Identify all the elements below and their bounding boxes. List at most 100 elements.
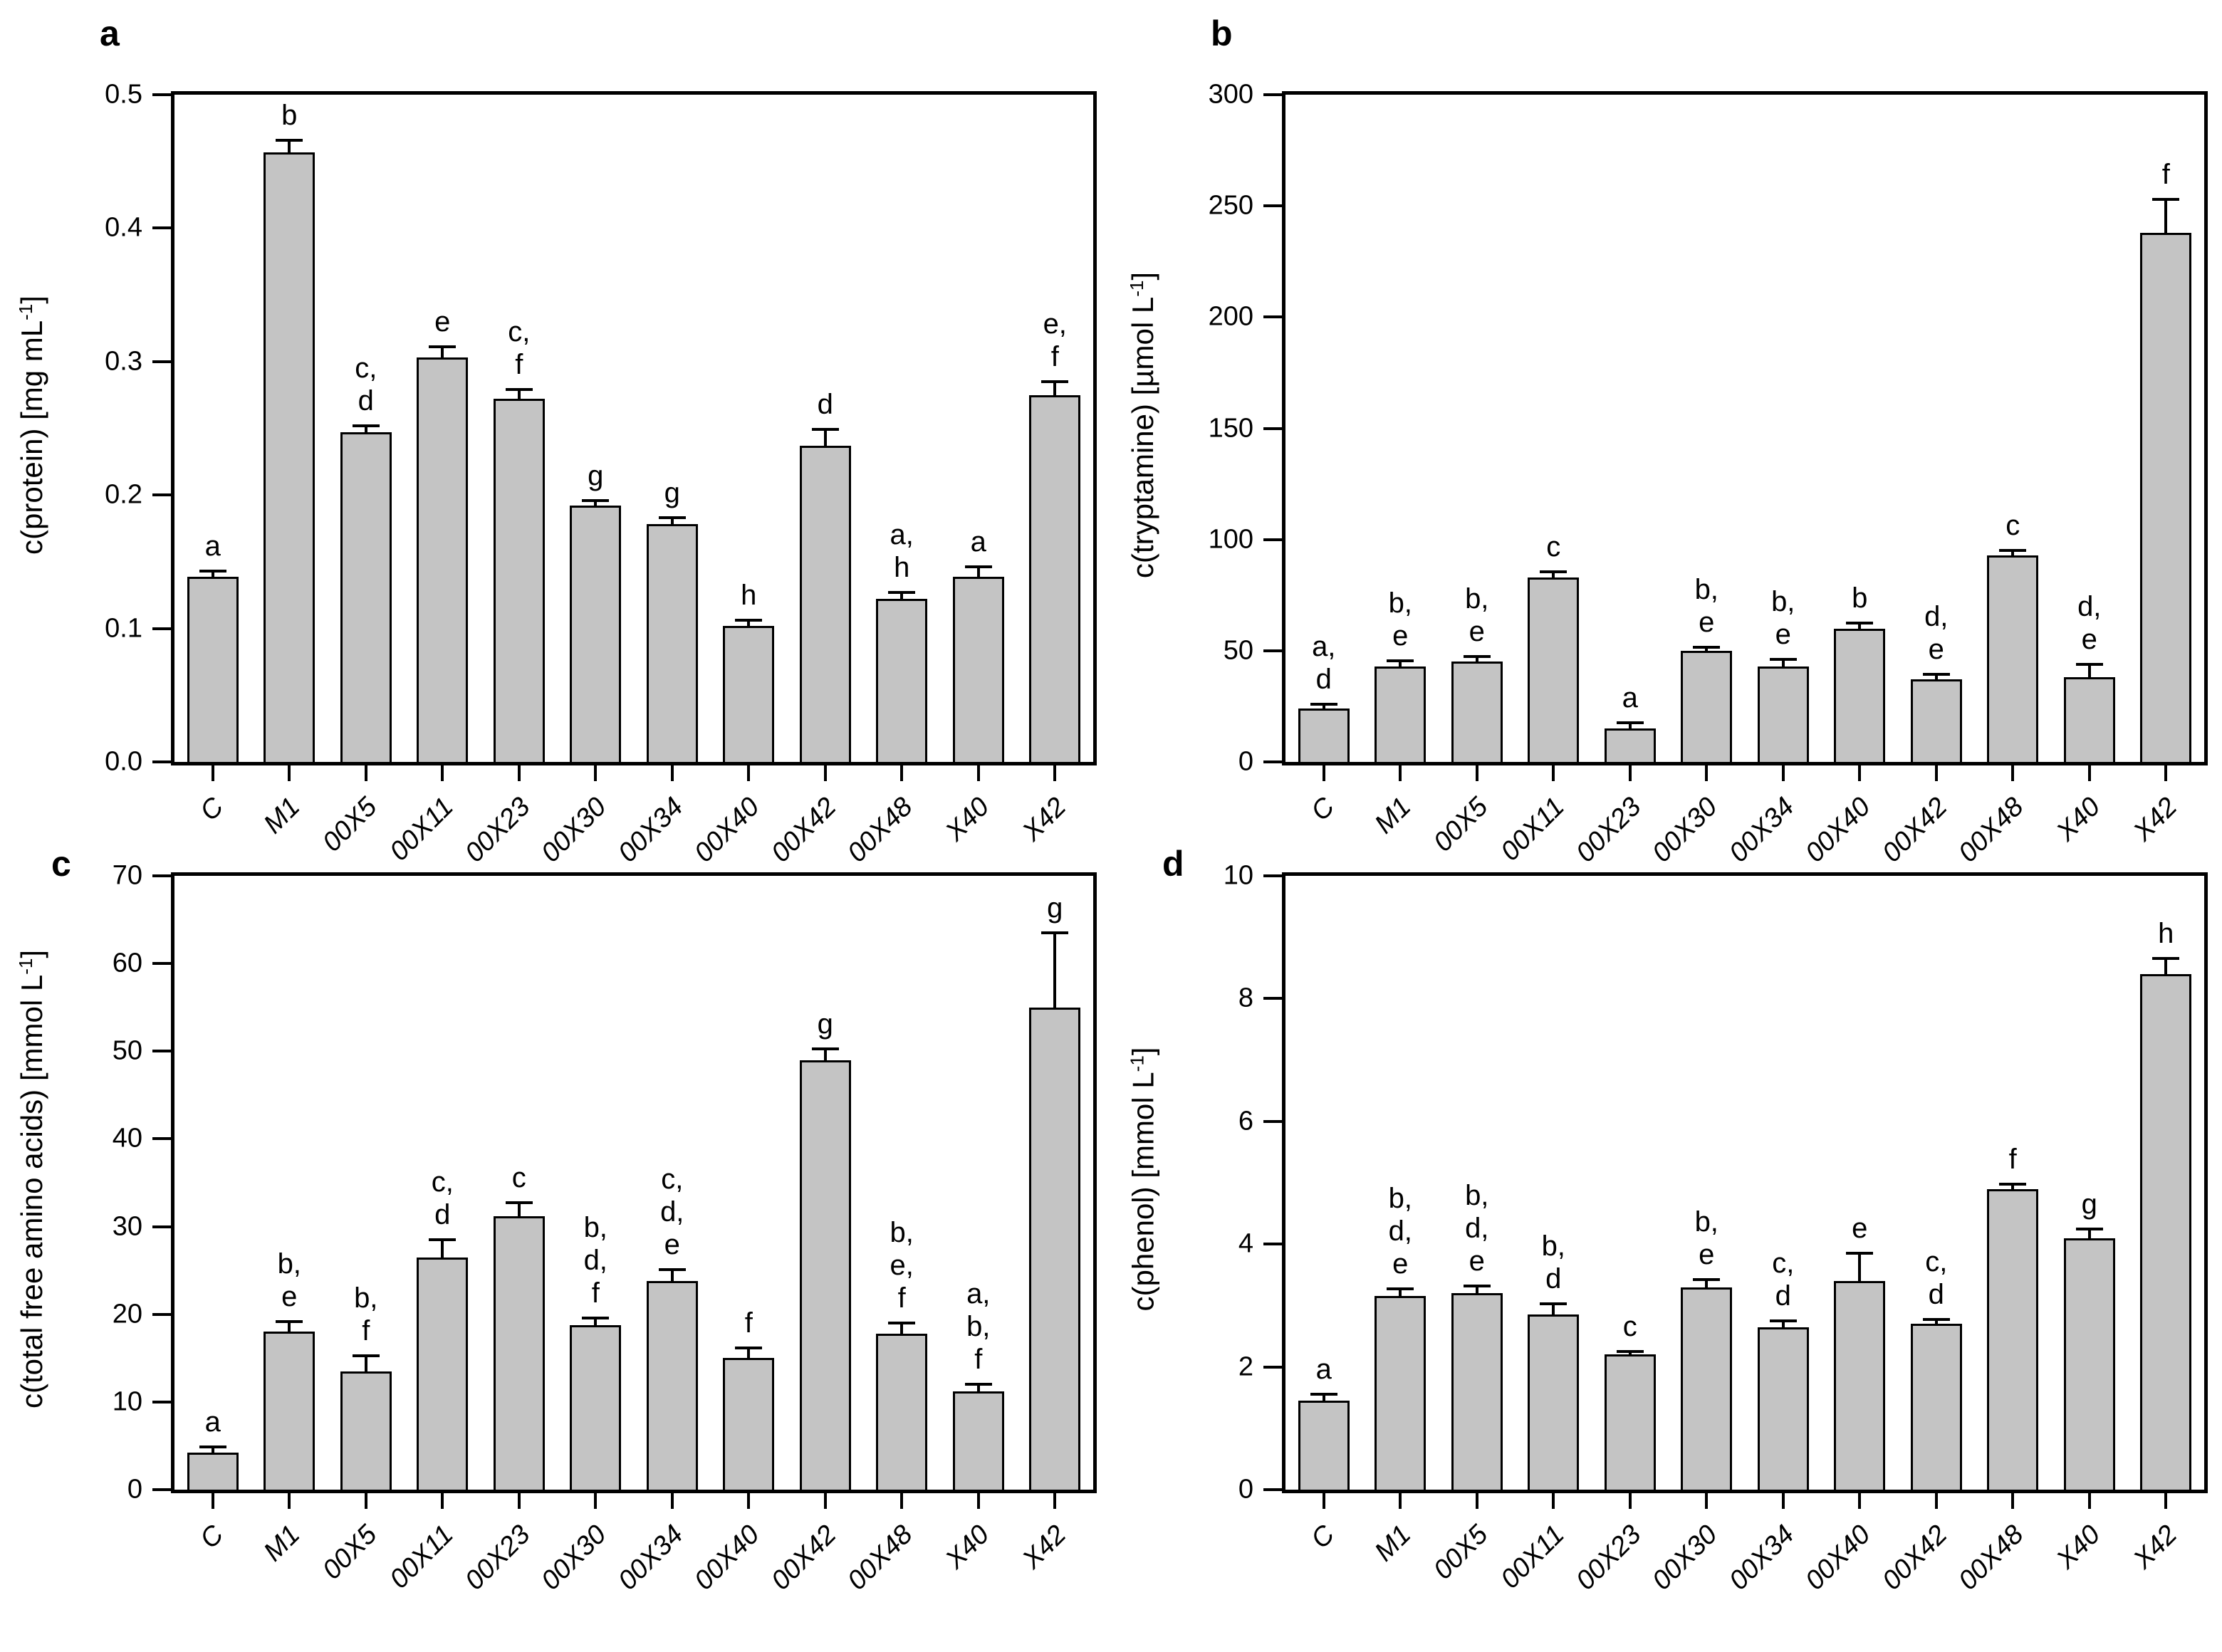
x-tick-label: 00X42 [766, 1520, 843, 1596]
sig-label: a [156, 530, 270, 563]
bar [952, 576, 1004, 762]
y-tick-label: 2 [1238, 1352, 1253, 1382]
bar [1604, 1354, 1656, 1490]
x-tick [2011, 765, 2015, 781]
sig-label-line: f [974, 1344, 983, 1376]
sig-label-line: b, [1388, 1183, 1412, 1215]
error-bar-cap [352, 1354, 380, 1357]
sig-label: b, e [1726, 585, 1840, 651]
error-bar-cap [964, 565, 992, 569]
bar [1298, 709, 1350, 762]
error-bar-cap [1463, 1284, 1491, 1287]
error-bar-cap [964, 1383, 992, 1386]
sig-label-line: c, [1925, 1246, 1948, 1278]
sig-label-line: e [1852, 1213, 1868, 1245]
error-bar [2087, 1228, 2091, 1238]
error-bar [2087, 664, 2091, 678]
y-tick-label: 0 [127, 1474, 142, 1505]
error-bar [1552, 1303, 1555, 1315]
error-bar-cap [2152, 197, 2180, 201]
error-bar-cap [2075, 662, 2103, 666]
y-tick-label: 0.1 [105, 613, 142, 644]
x-tick [2087, 1493, 2091, 1509]
error-bar-cap [582, 1316, 610, 1319]
bar [646, 524, 698, 762]
error-bar-cap [505, 1201, 533, 1205]
error-bar-cap [276, 1319, 303, 1323]
error-bar-cap [505, 388, 533, 392]
y-tick-label: 60 [112, 948, 142, 978]
sig-label-line: e [664, 1228, 680, 1260]
sig-label: b, d, e [1343, 1182, 1457, 1280]
error-bar-cap [1616, 1350, 1644, 1354]
x-tick-label: 00X23 [459, 1520, 536, 1596]
sig-label: b, d, e [1420, 1179, 1534, 1277]
x-tick-label: 00X11 [1495, 1520, 1570, 1595]
x-tick-label: 00X23 [1570, 1520, 1647, 1596]
error-bar [288, 1321, 291, 1332]
sig-label: g [998, 892, 1112, 924]
y-tick [152, 760, 171, 763]
sig-label-line: d, [583, 1244, 607, 1276]
sig-label-line: e [1775, 619, 1791, 651]
y-tick-label: 300 [1208, 79, 1253, 110]
x-tick-label: 00X34 [612, 1520, 689, 1596]
sig-label-line: c [1622, 1311, 1637, 1343]
x-tick-label: 00X48 [842, 1520, 919, 1596]
sig-label-line: c [511, 1162, 526, 1194]
sig-label-line: b, [890, 1217, 914, 1249]
sig-label-line: g [588, 459, 604, 491]
panel-letter-c: c [51, 844, 71, 884]
x-tick [1475, 765, 1478, 781]
error-bar [2164, 958, 2168, 974]
bar [187, 576, 239, 762]
bar [1604, 728, 1656, 762]
x-tick [670, 1493, 674, 1509]
sig-label: f [2109, 158, 2222, 191]
sig-label-line: g [664, 477, 680, 509]
sig-label-line: a [1315, 1354, 1332, 1386]
x-tick-label: M1 [1369, 1520, 1417, 1568]
sig-label: e [1803, 1212, 1916, 1245]
sig-label-line: a [204, 530, 221, 563]
sig-label-line: d, [660, 1196, 684, 1228]
sig-label-line: c, [431, 1166, 454, 1198]
sig-label: b [232, 99, 346, 132]
error-bar [364, 425, 367, 433]
bar [1757, 666, 1809, 762]
error-bar [1475, 656, 1478, 662]
bar [1910, 679, 1962, 762]
error-bar [1705, 647, 1709, 651]
y-tick-label: 8 [1238, 983, 1253, 1013]
sig-label: a [1267, 1353, 1381, 1386]
y-tick-label: 200 [1208, 301, 1253, 332]
x-tick-label: 00X11 [384, 1520, 459, 1595]
error-bar-cap [1693, 646, 1721, 649]
sig-label-line: h [741, 580, 757, 612]
sig-label-line: g [1047, 892, 1063, 924]
sig-label-line: d [817, 389, 833, 421]
sig-label: a [156, 1406, 270, 1438]
x-tick-label: X42 [1016, 1520, 1072, 1575]
sig-label: c, d [1879, 1245, 1993, 1311]
error-bar-cap [1769, 1319, 1797, 1322]
y-tick [1263, 649, 1282, 652]
error-bar-cap [1769, 658, 1797, 662]
x-tick [1053, 1493, 1057, 1509]
bar [1451, 662, 1503, 762]
sig-label-line: b, [583, 1211, 607, 1243]
error-bar-cap [429, 345, 457, 349]
y-tick [1263, 204, 1282, 208]
error-bar-cap [1846, 1252, 1874, 1255]
y-tick-label: 0.0 [105, 746, 142, 777]
sig-label: b, f [309, 1282, 423, 1347]
x-tick-label: 00X5 [316, 1520, 383, 1586]
sig-label-line: e [281, 1280, 298, 1312]
sig-label-line: e [2081, 623, 2097, 655]
sig-label: g [768, 1008, 882, 1040]
y-tick [152, 1225, 171, 1228]
